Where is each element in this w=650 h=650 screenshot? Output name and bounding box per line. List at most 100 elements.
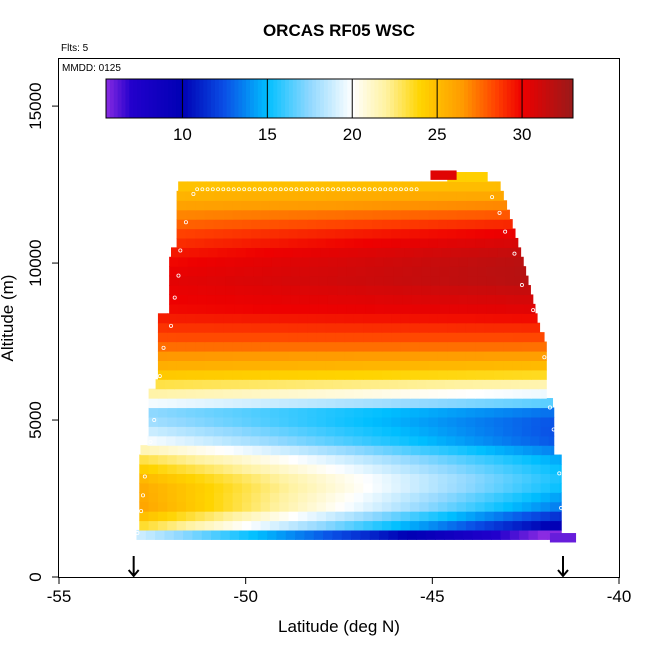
heatmap-cell [419, 313, 430, 324]
heatmap-cell [324, 435, 335, 446]
heatmap-cell [169, 285, 180, 296]
heatmap-cell [297, 341, 308, 352]
heatmap-cell [335, 219, 346, 230]
heatmap-cell [411, 256, 422, 267]
heatmap-cell [271, 275, 282, 286]
heatmap-cell [475, 426, 486, 437]
heatmap-cell [325, 492, 336, 503]
flight-track-point [268, 187, 273, 192]
heatmap-cell [439, 181, 450, 192]
heatmap-cell [475, 190, 486, 201]
heatmap-cell [185, 369, 196, 380]
heatmap-cell [176, 237, 187, 248]
heatmap-cell [318, 256, 329, 267]
heatmap-cell [213, 190, 224, 201]
heatmap-cell [488, 247, 499, 258]
heatmap-cell [167, 416, 178, 427]
heatmap-cell [420, 181, 431, 192]
heatmap-cell [419, 407, 430, 418]
heatmap-cell [206, 256, 217, 267]
heatmap-cell [540, 501, 551, 512]
heatmap-cell [465, 482, 476, 493]
heatmap-cell [185, 501, 196, 512]
heatmap-cell [484, 501, 495, 512]
heatmap-cell [251, 341, 262, 352]
heatmap-cell [344, 454, 355, 465]
heatmap-cell [223, 360, 234, 371]
heatmap-cell [342, 379, 353, 390]
heatmap-cell [495, 181, 501, 192]
heatmap-cell [269, 398, 280, 409]
heatmap-cell [475, 219, 486, 230]
heatmap-cell [531, 492, 542, 503]
heatmap-cell [363, 237, 374, 248]
heatmap-cell [400, 501, 411, 512]
heatmap-cell [465, 454, 476, 465]
heatmap-cell [299, 294, 310, 305]
heatmap-cell [241, 322, 252, 333]
heatmap-cell [353, 463, 364, 474]
heatmap-cell [307, 200, 318, 211]
heatmap-cell [187, 303, 198, 314]
heatmap-cell [269, 200, 280, 211]
heatmap-cell [411, 445, 422, 456]
heatmap-cell [353, 473, 364, 484]
heatmap-cell [421, 256, 432, 267]
heatmap-cell [514, 256, 524, 267]
heatmap-cell [465, 322, 476, 333]
heatmap-cell [537, 529, 548, 540]
heatmap-cell [456, 426, 467, 437]
heatmap-cell [232, 341, 243, 352]
heatmap-cell [353, 520, 364, 531]
heatmap-cell [251, 426, 262, 437]
heatmap-cell [271, 266, 282, 277]
heatmap-cell [232, 492, 243, 503]
heatmap-cell [437, 426, 448, 437]
heatmap-cell [363, 492, 374, 503]
heatmap-cell [419, 463, 430, 474]
heatmap-cell [288, 482, 299, 493]
heatmap-cell [185, 463, 196, 474]
heatmap-cell [241, 501, 252, 512]
heatmap-cell [204, 200, 215, 211]
heatmap-cell [211, 379, 222, 390]
heatmap-cell [479, 247, 489, 258]
heatmap-cell [521, 341, 532, 352]
heatmap-cell [289, 445, 300, 456]
heatmap-cell [279, 482, 290, 493]
heatmap-cell [241, 341, 252, 352]
heatmap-cell [374, 294, 385, 305]
heatmap-cell [551, 445, 555, 456]
heatmap-cell [344, 482, 355, 493]
heatmap-cell [400, 388, 411, 399]
heatmap-cell [140, 445, 151, 456]
x-axis-label: Latitude (deg N) [278, 617, 400, 636]
heatmap-cell [241, 190, 252, 201]
heatmap-cell [497, 247, 508, 258]
heatmap-cell [325, 341, 336, 352]
flight-track-point [161, 345, 166, 350]
heatmap-cell [465, 332, 476, 343]
flight-track-point [157, 374, 162, 379]
flight-track-point [263, 187, 267, 192]
heatmap-cell [484, 200, 495, 211]
heatmap-cell [381, 322, 392, 333]
heatmap-cell [195, 416, 206, 427]
colorbar-segment [475, 79, 481, 118]
heatmap-cell [467, 445, 478, 456]
heatmap-cell [316, 313, 327, 324]
heatmap-cell [363, 511, 374, 522]
flight-track-point [200, 187, 205, 192]
heatmap-cell [514, 303, 525, 314]
heatmap-cell [419, 332, 430, 343]
heatmap-cell [178, 256, 189, 267]
flight-track-point [414, 187, 419, 192]
heatmap-cell [372, 388, 383, 399]
heatmap-cell [493, 341, 504, 352]
heatmap-cell [369, 529, 380, 540]
heatmap-cell [307, 520, 318, 531]
heatmap-cell [335, 492, 346, 503]
heatmap-cell [407, 379, 418, 390]
colorbar-segment [312, 79, 317, 118]
heatmap-cell [437, 228, 448, 239]
